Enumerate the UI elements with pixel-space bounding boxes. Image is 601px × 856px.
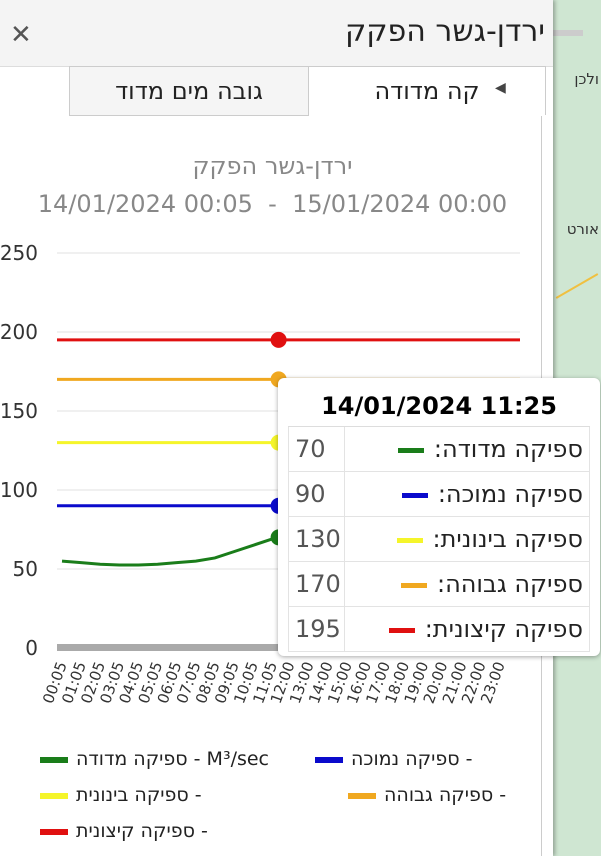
tab-water-level[interactable]: גובה מים מדוד (69, 66, 309, 116)
legend-swatch (40, 792, 68, 799)
legend-label: ספיקה מדודה - M³/sec (76, 748, 270, 770)
x-axis-ticks (57, 644, 480, 651)
y-tick-label: 250 (0, 241, 38, 265)
tooltip-label: ספיקה מדודה: (344, 426, 590, 472)
series-swatch (396, 537, 423, 543)
legend-label: ספיקה גבוהה - (384, 784, 507, 806)
y-tick-label: 50 (13, 557, 38, 581)
hover-point (270, 331, 287, 348)
y-tick-label: 200 (0, 320, 38, 344)
y-tick-label: 100 (0, 478, 38, 502)
legend-item[interactable]: ספיקה בינונית - (40, 784, 202, 806)
tooltip-label-text: ספיקה קיצונית: (424, 615, 583, 643)
panel-header: ירדן-גשר הפקק ✕ (0, 0, 553, 67)
tooltip-row: 70 ספיקה מדודה: (288, 426, 590, 472)
legend-label: ספיקה בינונית - (76, 784, 202, 806)
series-swatch (401, 492, 428, 498)
tooltip-value: 130 (288, 516, 345, 562)
tooltip-value: 195 (288, 606, 345, 652)
tooltip-label: ספיקה בינונית: (344, 516, 590, 562)
tooltip-row: 90 ספיקה נמוכה: (288, 471, 590, 517)
legend-label: ספיקה נמוכה - (351, 748, 473, 770)
legend-swatch (315, 756, 343, 763)
tab-measured-flow[interactable]: קה מדודה (308, 66, 546, 115)
tooltip-label-text: ספיקה נמוכה: (437, 480, 583, 508)
tab-scroll-left-icon[interactable]: ◀ (495, 80, 506, 96)
legend-item[interactable]: ספיקה נמוכה - (315, 748, 472, 770)
tab-bar: קה מדודה גובה מים מדוד (0, 66, 546, 116)
map-label: אורט (566, 220, 599, 238)
tooltip-label: ספיקה נמוכה: (344, 471, 590, 517)
legend-swatch (40, 828, 68, 835)
tooltip-label: ספיקה קיצונית: (344, 606, 590, 652)
close-icon[interactable]: ✕ (10, 20, 32, 50)
legend-item[interactable]: ספיקה מדודה - M³/sec (40, 748, 269, 770)
tooltip-label-text: ספיקה בינונית: (432, 525, 584, 553)
legend-item[interactable]: ספיקה קיצונית - (40, 820, 208, 842)
tooltip-label-text: ספיקה גבוהה: (436, 570, 583, 598)
tooltip-title: 14/01/2024 11:25 (288, 386, 590, 427)
tooltip-value: 90 (288, 471, 345, 517)
station-title: ירדן-גשר הפקק (344, 14, 545, 49)
measured-flow-line (61, 535, 279, 567)
tooltip-label-text: ספיקה מדודה: (433, 435, 583, 463)
y-tick-label: 0 (25, 636, 38, 660)
tooltip-row: 195 ספיקה קיצונית: (288, 606, 590, 652)
tooltip-value: 170 (288, 561, 345, 607)
series-swatch (397, 447, 424, 453)
chart-subtitle: 14/01/2024 00:05 - 15/01/2024 00:00 (37, 190, 508, 218)
series-swatch (388, 627, 415, 633)
map-road (555, 273, 599, 299)
legend-swatch (348, 792, 376, 799)
legend-label: ספיקה קיצונית - (76, 820, 208, 842)
tooltip-row: 130 ספיקה בינונית: (288, 516, 590, 562)
y-tick-label: 150 (0, 399, 38, 423)
tooltip-value: 70 (288, 426, 345, 472)
chart-title: ירדן-גשר הפקק (192, 152, 353, 180)
tooltip-row: 170 ספיקה גבוהה: (288, 561, 590, 607)
map-control (553, 30, 583, 36)
map-label: ולכן (574, 70, 599, 88)
legend-swatch (40, 756, 68, 763)
tooltip-label: ספיקה גבוהה: (344, 561, 590, 607)
chart-tooltip: 14/01/2024 11:25 70 ספיקה מדודה: 90 ספיקה נ… (278, 378, 600, 656)
legend-item[interactable]: ספיקה גבוהה - (348, 784, 506, 806)
series-swatch (400, 582, 427, 588)
